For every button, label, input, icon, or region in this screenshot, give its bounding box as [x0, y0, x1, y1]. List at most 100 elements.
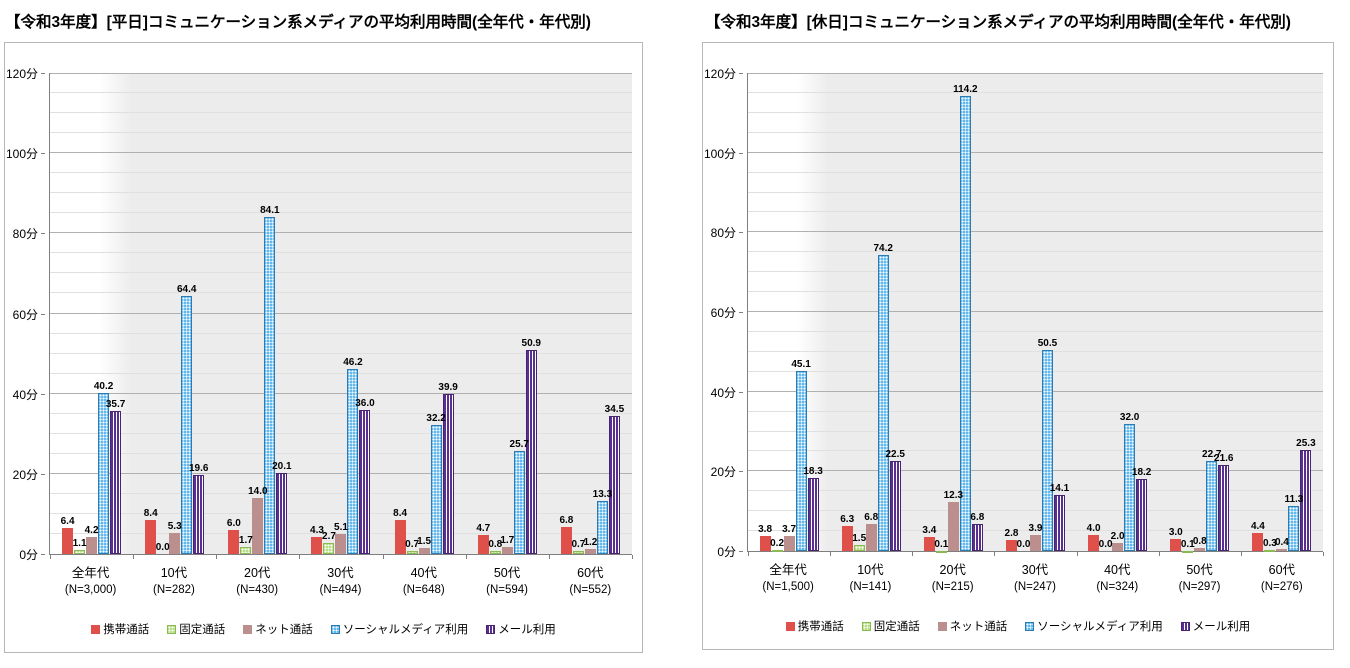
x-axis-category: 50代 (N=594): [465, 560, 548, 602]
bar-fill: [394, 520, 406, 554]
bar: 84.1: [260, 205, 280, 554]
bar-value-label: 1.7: [238, 535, 253, 547]
gridline: [748, 91, 1323, 93]
legend-item: ソーシャルメディア利用: [330, 621, 469, 637]
bar-value-label: 6.8: [864, 511, 879, 523]
legend-marker-icon: [243, 624, 253, 634]
bar: 3.4: [922, 525, 936, 551]
bar: 1.1: [73, 538, 87, 554]
bar: 0.3: [1263, 538, 1277, 552]
bar-value-label: 0.4: [1274, 537, 1289, 549]
x-axis-category: 40代 (N=324): [1076, 557, 1158, 599]
bar-fill: [264, 216, 276, 554]
bar-group: 8.4 0.7 1.5 32.2 39.9: [383, 73, 466, 554]
bar-value-label: 22.5: [885, 449, 905, 461]
holiday-chart: 0分 20分 40分 60分 80分 100分 120分 3.8 0.2 3.7 45.1 18.3…: [702, 42, 1334, 650]
x-axis-category: 20代 (N=215): [912, 557, 994, 599]
bar-fill: [1288, 506, 1300, 551]
bar-fill: [771, 550, 783, 553]
weekday-chart: 0分 20分 40分 60分 80分 100分 120分 6.4 1.1 4.2 40.2 35.7…: [4, 42, 643, 653]
legend-marker-icon: [785, 621, 795, 631]
bar-value-label: 0.8: [488, 538, 503, 550]
bar-fill: [1124, 423, 1136, 551]
gridline: [50, 332, 632, 334]
bar-fill: [489, 550, 501, 554]
bar-value-label: 45.1: [791, 359, 811, 371]
bar-fill: [783, 536, 795, 551]
bar: 40.2: [94, 381, 113, 554]
x-axis-category: 50代 (N=297): [1158, 557, 1240, 599]
bar-value-label: 64.4: [176, 283, 197, 295]
bar: 0.8: [488, 539, 502, 554]
bar: 74.2: [873, 243, 893, 551]
x-axis-tick: [133, 555, 135, 559]
gridline: [748, 470, 1323, 472]
category-n-label: (N=297): [1178, 581, 1221, 593]
gridline: [748, 111, 1323, 113]
gridline: [50, 232, 632, 234]
bar: 46.2: [343, 357, 363, 554]
bar: 14.1: [1050, 483, 1069, 551]
bar: 1.5: [417, 536, 431, 554]
bar-value-label: 3.9: [1028, 523, 1043, 535]
legend-item: ソーシャルメディア利用: [1025, 618, 1163, 634]
bar-value-label: 5.3: [167, 520, 182, 532]
bar-fill: [525, 349, 537, 554]
x-axis-tick: [1158, 552, 1160, 556]
x-axis-tick: [912, 552, 914, 556]
bar-value-label: 32.0: [1119, 411, 1140, 423]
bar: 6.4: [61, 516, 75, 554]
bar-fill: [865, 523, 877, 551]
bar: 6.3: [840, 514, 854, 551]
bar-value-label: 0.0: [1098, 539, 1113, 550]
bar-fill: [877, 255, 889, 551]
bar-fill: [311, 536, 323, 554]
y-axis-tick-label: 40分: [12, 387, 38, 402]
bar-value-label: 36.0: [355, 397, 375, 409]
bar: 11.3: [1284, 494, 1303, 551]
bar: 32.2: [426, 413, 446, 554]
legend-series-label: ソーシャルメディア利用: [1037, 621, 1163, 633]
gridline: [748, 490, 1323, 492]
legend-marker-icon: [91, 624, 101, 634]
gridline: [748, 151, 1323, 153]
x-axis-tick: [632, 555, 633, 559]
bar-group: 4.4 0.3 0.4 11.3 25.3: [1241, 73, 1323, 552]
bar-value-label: 19.6: [188, 463, 209, 475]
legend-series-label: メール利用: [498, 624, 556, 636]
bar: 21.6: [1214, 453, 1234, 551]
bar-fill: [1276, 549, 1288, 551]
bar-fill: [62, 528, 74, 554]
gridline: [50, 472, 632, 474]
gridline: [748, 350, 1323, 352]
bar-value-label: 2.7: [322, 531, 336, 543]
bar-fill: [359, 409, 371, 554]
legend-marker-icon: [1180, 621, 1190, 631]
bar-value-label: 14.0: [248, 485, 268, 497]
category-name-label: 50代: [1186, 563, 1213, 577]
gridline: [50, 352, 632, 354]
holiday-chart-title: 【令和3年度】[休日]コミュニケーション系メディアの平均利用時間(全年代・年代別…: [705, 14, 1291, 31]
gridline: [50, 73, 632, 74]
bar-value-label: 3.7: [782, 524, 797, 536]
legend-series-label: ソーシャルメディア利用: [342, 624, 469, 636]
x-axis-tick: [382, 555, 384, 559]
legend-series-label: ネット通話: [949, 621, 1008, 633]
bar-value-label: 2.0: [1110, 531, 1125, 543]
bar-fill: [759, 535, 771, 551]
bar: 32.0: [1120, 412, 1139, 551]
legend-series-label: 携帯通話: [797, 621, 844, 633]
bar-value-label: 21.6: [1214, 452, 1234, 464]
gridline: [50, 532, 632, 534]
bar-fill: [923, 537, 935, 551]
gridline: [748, 430, 1323, 432]
legend-item: ネット通話: [937, 618, 1008, 634]
bar-fill: [1206, 460, 1218, 551]
x-axis-category: 全年代 (N=1,500): [747, 557, 829, 599]
bar-value-label: 3.4: [922, 525, 937, 537]
bar-fill: [181, 295, 193, 554]
bar-value-label: 1.5: [852, 533, 867, 545]
bar-fill: [1029, 535, 1041, 551]
bar: 18.2: [1132, 467, 1151, 551]
bar-fill: [596, 500, 608, 554]
